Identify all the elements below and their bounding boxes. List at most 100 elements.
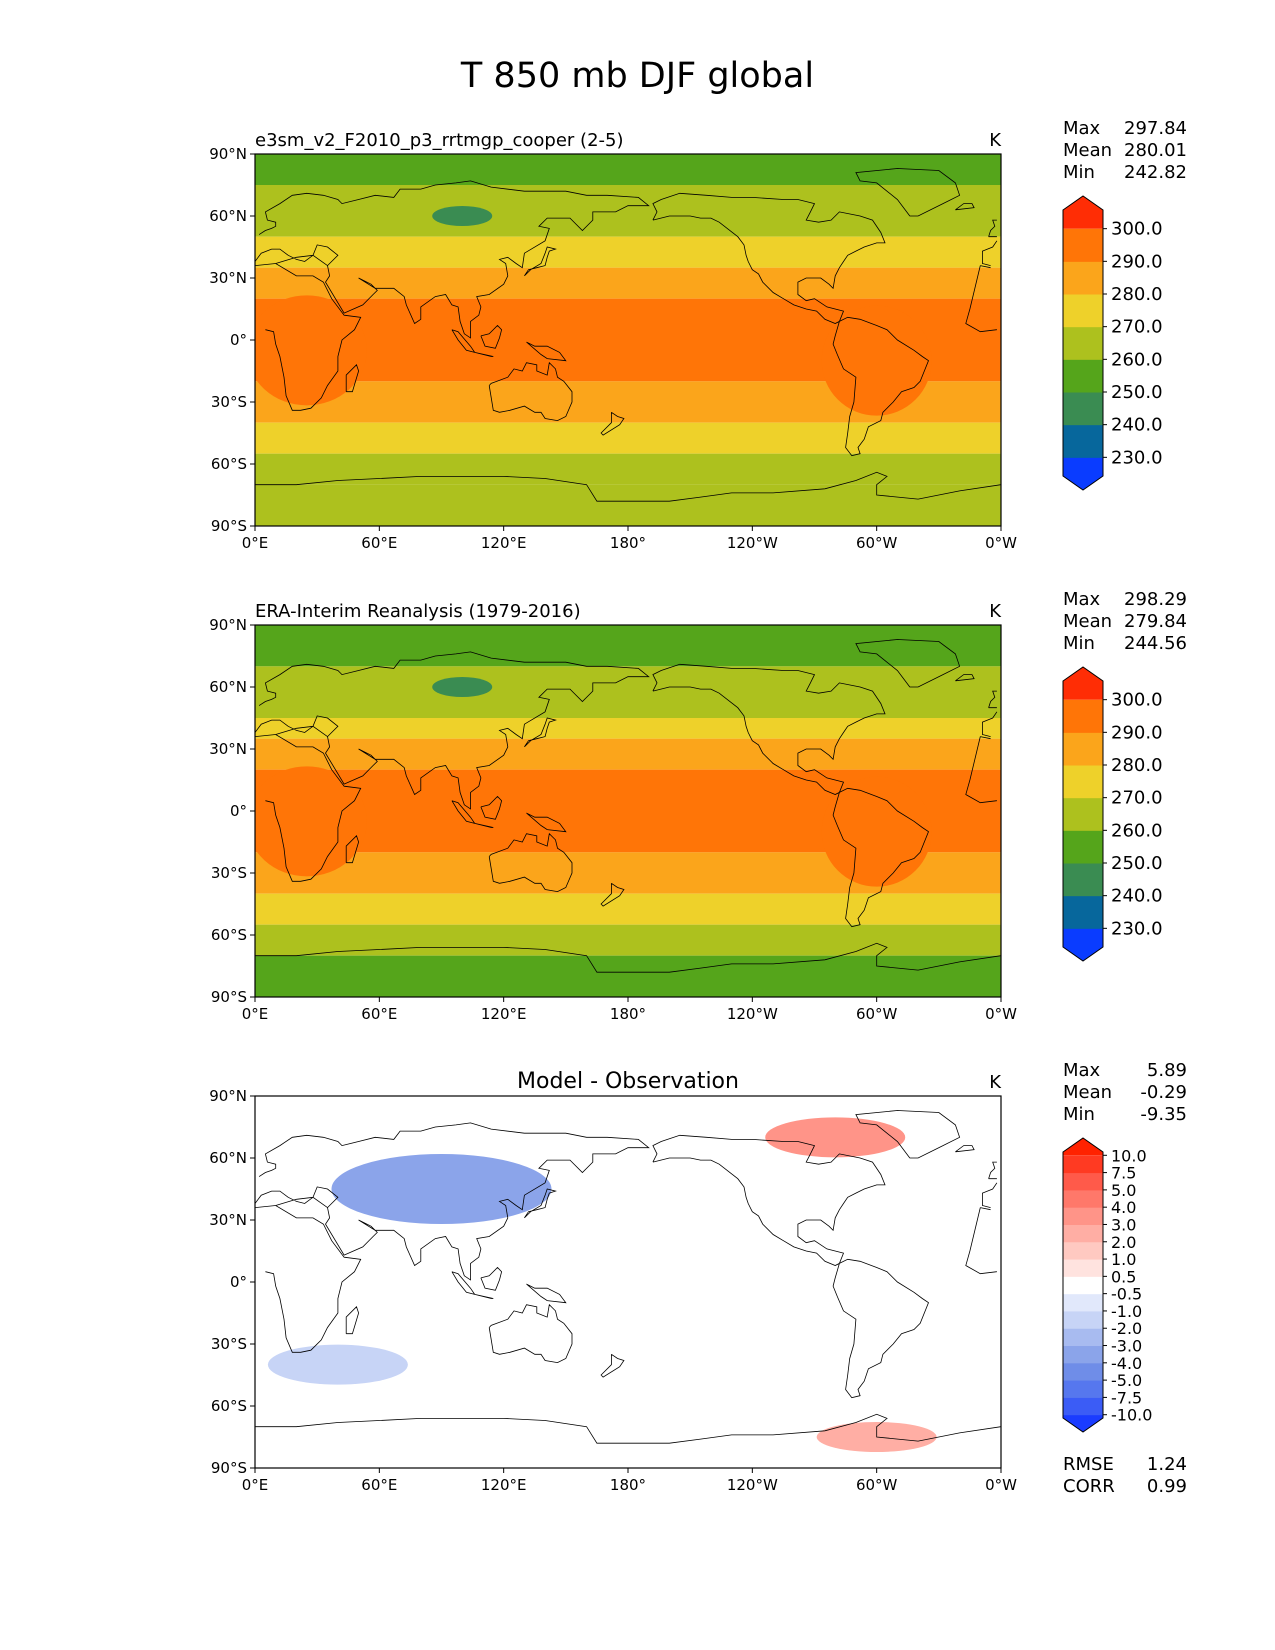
stat-label-mean: Mean bbox=[1063, 1082, 1112, 1103]
colorbar-segment bbox=[1063, 359, 1103, 393]
x-tick-label: 60°W bbox=[856, 534, 898, 552]
y-tick-label: 90°S bbox=[211, 517, 247, 535]
colorbar-tick-label: 250.0 bbox=[1111, 853, 1163, 874]
x-tick-label: 120°E bbox=[481, 1476, 527, 1494]
colorbar-tick-label: 280.0 bbox=[1111, 284, 1163, 305]
colorbar-segment bbox=[1063, 765, 1103, 799]
colorbar-segment bbox=[1063, 667, 1103, 700]
stat-label-mean: Mean bbox=[1063, 611, 1112, 632]
zonal-band bbox=[255, 267, 1001, 299]
zonal-band bbox=[255, 484, 1001, 526]
x-tick-label: 0°E bbox=[242, 534, 269, 552]
colorbar-segment bbox=[1063, 1397, 1103, 1416]
zonal-band bbox=[255, 236, 1001, 268]
warm-region-south-america bbox=[821, 776, 932, 887]
colorbar-tick-label: 250.0 bbox=[1111, 382, 1163, 403]
x-tick-label: 60°W bbox=[856, 1476, 898, 1494]
y-tick-label: 30°S bbox=[211, 393, 247, 411]
field-test bbox=[255, 154, 1001, 526]
y-tick-label: 90°N bbox=[209, 1087, 247, 1105]
panel-title: e3sm_v2_F2010_p3_rrtmgp_cooper (2-5) bbox=[255, 130, 624, 151]
y-tick-label: 30°S bbox=[211, 864, 247, 882]
colorbar-outline bbox=[1062, 1137, 1104, 1433]
warm-region-south-america bbox=[821, 305, 932, 416]
y-tick-label: 30°N bbox=[209, 740, 247, 758]
x-tick-label: 60°E bbox=[361, 1005, 397, 1023]
colorbar-segment bbox=[1063, 1259, 1103, 1277]
colorbar-tick-label: -2.0 bbox=[1111, 1319, 1142, 1338]
zonal-band bbox=[255, 666, 1001, 718]
stat-label-max: Max bbox=[1063, 589, 1101, 610]
y-tick-label: 90°N bbox=[209, 616, 247, 634]
axes-ref: 90°N 60°N 30°N 0° 30°S 60°S 90°S0°E 60°E 120°E 18… bbox=[209, 616, 1017, 1023]
colorbar-segment bbox=[1063, 1380, 1103, 1398]
colorbar-tick-label: 290.0 bbox=[1111, 251, 1163, 272]
colorbar-segment bbox=[1063, 1310, 1103, 1329]
colorbar-segment bbox=[1063, 457, 1103, 490]
metric-value-corr: 0.99 bbox=[1147, 1476, 1187, 1497]
stats-block: Max 297.84 Mean 280.01 Min 242.82 bbox=[1063, 118, 1187, 183]
stat-value-min: -9.35 bbox=[1140, 1104, 1187, 1125]
colorbar-tick-label: 1.0 bbox=[1111, 1250, 1136, 1269]
x-tick-label: 180° bbox=[610, 1005, 646, 1023]
panel-units: K bbox=[989, 1072, 1002, 1093]
colorbar-tick-label: 300.0 bbox=[1111, 690, 1163, 711]
colorbar-segment bbox=[1063, 228, 1103, 262]
colorbar-segment bbox=[1063, 392, 1103, 426]
y-tick-label: 90°S bbox=[211, 988, 247, 1006]
colorbar-tick-label: 280.0 bbox=[1111, 755, 1163, 776]
metric-label-corr: CORR bbox=[1063, 1476, 1115, 1497]
x-tick-label: 0°W bbox=[985, 1476, 1017, 1494]
colorbar-tick-label: 290.0 bbox=[1111, 722, 1163, 743]
zonal-band bbox=[255, 453, 1001, 485]
colorbar-segment bbox=[1063, 1293, 1103, 1312]
colorbar-segment bbox=[1063, 1189, 1103, 1208]
x-tick-label: 180° bbox=[610, 1476, 646, 1494]
y-tick-label: 60°N bbox=[209, 207, 247, 225]
colorbar-tick-label: 270.0 bbox=[1111, 317, 1163, 338]
x-tick-label: 60°E bbox=[361, 534, 397, 552]
colorbar-segment bbox=[1063, 424, 1103, 458]
stat-label-min: Min bbox=[1063, 162, 1095, 183]
colorbar-segment bbox=[1063, 261, 1103, 295]
colorbar-segment bbox=[1063, 1138, 1103, 1156]
axes-test: 90°N 60°N 30°N 0° 30°S 60°S 90°S0°E 60°E 120°E 18… bbox=[209, 145, 1017, 552]
stat-value-mean: -0.29 bbox=[1140, 1082, 1187, 1103]
y-tick-label: 0° bbox=[230, 331, 247, 349]
colorbar-tick-label: 7.5 bbox=[1111, 1164, 1136, 1183]
colorbar-tick-label: 4.0 bbox=[1111, 1198, 1136, 1217]
stat-value-max: 5.89 bbox=[1147, 1060, 1187, 1081]
colorbar-segment bbox=[1063, 895, 1103, 929]
colorbar-segment bbox=[1063, 1362, 1103, 1381]
x-tick-label: 0°E bbox=[242, 1005, 269, 1023]
zonal-band bbox=[255, 893, 1001, 925]
colorbar-segment bbox=[1063, 1276, 1103, 1295]
y-tick-label: 0° bbox=[230, 1273, 247, 1291]
zonal-band bbox=[255, 955, 1001, 997]
warm-region-africa bbox=[255, 766, 367, 877]
colorbar-ref: 230.0 240.0 250.0 260.0 270.0 280.0 290.0 300.0 bbox=[1062, 666, 1163, 962]
x-tick-label: 60°E bbox=[361, 1476, 397, 1494]
warm-anomaly-canada bbox=[765, 1117, 906, 1158]
stat-value-mean: 280.01 bbox=[1124, 140, 1187, 161]
colorbar-segment bbox=[1063, 294, 1103, 328]
colorbar-segment bbox=[1063, 1414, 1103, 1432]
axes-diff: 90°N 60°N 30°N 0° 30°S 60°S 90°S0°E 60°E 120°E 18… bbox=[209, 1087, 1017, 1494]
colorbar-tick-label: 270.0 bbox=[1111, 788, 1163, 809]
colorbar-segment bbox=[1063, 1241, 1103, 1260]
y-tick-label: 30°S bbox=[211, 1335, 247, 1353]
x-tick-label: 120°W bbox=[727, 1476, 778, 1494]
zonal-band bbox=[255, 718, 1001, 739]
stat-value-min: 242.82 bbox=[1124, 162, 1187, 183]
x-tick-label: 120°W bbox=[727, 1005, 778, 1023]
colorbar-tick-label: 240.0 bbox=[1111, 886, 1163, 907]
zonal-band bbox=[255, 924, 1001, 956]
colorbar-tick-label: -3.0 bbox=[1111, 1337, 1142, 1356]
panel-title: Model - Observation bbox=[517, 1069, 739, 1094]
stats-block: Max 5.89 Mean -0.29 Min -9.35 RMSE 1.24 CORR 0.99 bbox=[1063, 1060, 1187, 1497]
y-tick-label: 30°N bbox=[209, 1211, 247, 1229]
zonal-band bbox=[255, 625, 1001, 667]
y-tick-label: 60°S bbox=[211, 455, 247, 473]
x-tick-label: 60°W bbox=[856, 1005, 898, 1023]
y-tick-label: 60°N bbox=[209, 1149, 247, 1167]
